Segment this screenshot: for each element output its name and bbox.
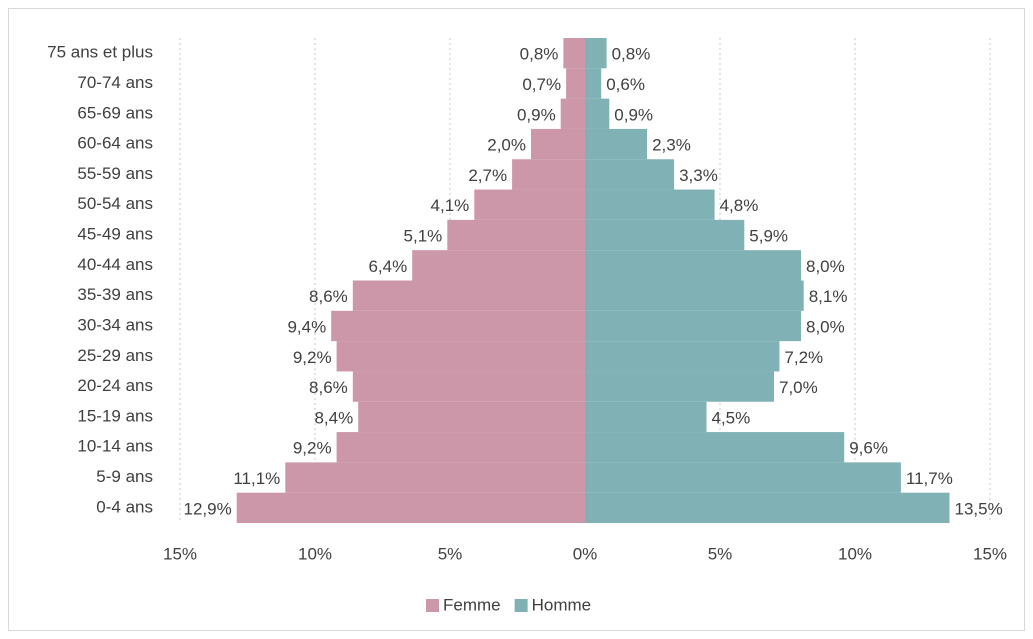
bar <box>474 189 585 220</box>
bar <box>352 371 585 402</box>
data-label: 4,8% <box>720 196 759 215</box>
data-label: 0,6% <box>606 75 645 94</box>
y-tick-label: 55-59 ans <box>77 164 153 183</box>
bar <box>585 38 607 69</box>
y-tick-label: 75 ans et plus <box>47 43 153 62</box>
bar <box>585 432 845 463</box>
bar <box>512 159 585 190</box>
x-tick-label: 15% <box>163 544 197 563</box>
data-label: 4,1% <box>431 196 470 215</box>
y-tick-label: 20-24 ans <box>77 376 153 395</box>
bar <box>236 492 585 523</box>
bar <box>585 219 745 251</box>
data-label: 8,1% <box>809 287 848 306</box>
bar <box>585 371 774 402</box>
bar <box>585 280 804 311</box>
bar <box>585 492 950 523</box>
bar <box>566 68 585 99</box>
data-label: 3,3% <box>679 166 718 185</box>
y-tick-label: 60-64 ans <box>77 134 153 153</box>
x-tick-label: 0% <box>573 544 598 563</box>
x-tick-label: 5% <box>438 544 463 563</box>
data-label: 9,2% <box>293 348 332 367</box>
data-label: 9,6% <box>849 439 888 458</box>
bar <box>331 310 585 342</box>
bar <box>336 341 585 372</box>
data-label: 0,9% <box>517 105 556 124</box>
data-label: 2,0% <box>487 136 526 155</box>
y-tick-label: 35-39 ans <box>77 285 153 304</box>
data-label: 0,8% <box>612 45 651 64</box>
y-tick-label: 5-9 ans <box>96 467 153 486</box>
bar <box>531 128 585 160</box>
bar <box>585 159 675 190</box>
y-tick-label: 40-44 ans <box>77 255 153 274</box>
data-label: 13,5% <box>955 499 1003 518</box>
data-label: 0,7% <box>522 75 561 94</box>
x-tick-label: 10% <box>298 544 332 563</box>
data-label: 8,6% <box>309 378 348 397</box>
data-label: 12,9% <box>183 499 231 518</box>
y-tick-label: 65-69 ans <box>77 103 153 122</box>
bar <box>352 280 585 311</box>
y-tick-label: 0-4 ans <box>96 497 153 516</box>
data-label: 9,4% <box>287 317 326 336</box>
bar <box>447 219 585 251</box>
legend-label: Femme <box>443 595 501 614</box>
data-label: 8,4% <box>314 408 353 427</box>
bar <box>585 401 707 433</box>
data-label: 6,4% <box>368 257 407 276</box>
bar <box>585 189 715 220</box>
legend-swatch <box>426 599 439 612</box>
bar <box>358 401 585 433</box>
data-label: 5,1% <box>404 227 443 246</box>
y-tick-label: 70-74 ans <box>77 73 153 92</box>
legend-label: Homme <box>532 595 592 614</box>
data-label: 8,6% <box>309 287 348 306</box>
bar <box>285 462 585 493</box>
data-label: 0,8% <box>520 45 559 64</box>
data-label: 4,5% <box>712 408 751 427</box>
data-label: 11,7% <box>906 469 953 488</box>
bar <box>560 98 585 129</box>
y-tick-label: 30-34 ans <box>77 315 153 334</box>
legend-swatch <box>514 599 528 612</box>
y-tick-label: 15-19 ans <box>77 406 153 425</box>
data-label: 11,1% <box>233 469 280 488</box>
data-label: 8,0% <box>806 257 845 276</box>
y-tick-label: 45-49 ans <box>77 225 153 244</box>
bar <box>585 98 610 129</box>
data-label: 8,0% <box>806 317 845 336</box>
bar <box>336 432 585 463</box>
x-tick-label: 15% <box>973 544 1007 563</box>
y-tick-label: 50-54 ans <box>77 194 153 213</box>
bar <box>563 38 585 69</box>
data-label: 2,3% <box>652 136 691 155</box>
x-tick-label: 5% <box>708 544 733 563</box>
data-label: 9,2% <box>293 439 332 458</box>
bar <box>585 462 901 493</box>
data-label: 7,2% <box>784 348 823 367</box>
bar <box>585 250 801 281</box>
bar <box>585 68 602 99</box>
bar <box>585 128 648 160</box>
bar <box>412 250 585 281</box>
y-tick-label: 25-29 ans <box>77 346 153 365</box>
data-label: 5,9% <box>749 227 788 246</box>
data-label: 0,9% <box>614 105 653 124</box>
data-label: 7,0% <box>779 378 818 397</box>
bar <box>585 310 801 342</box>
y-tick-label: 10-14 ans <box>77 437 153 456</box>
bar <box>585 341 780 372</box>
data-label: 2,7% <box>468 166 507 185</box>
x-tick-label: 10% <box>838 544 872 563</box>
